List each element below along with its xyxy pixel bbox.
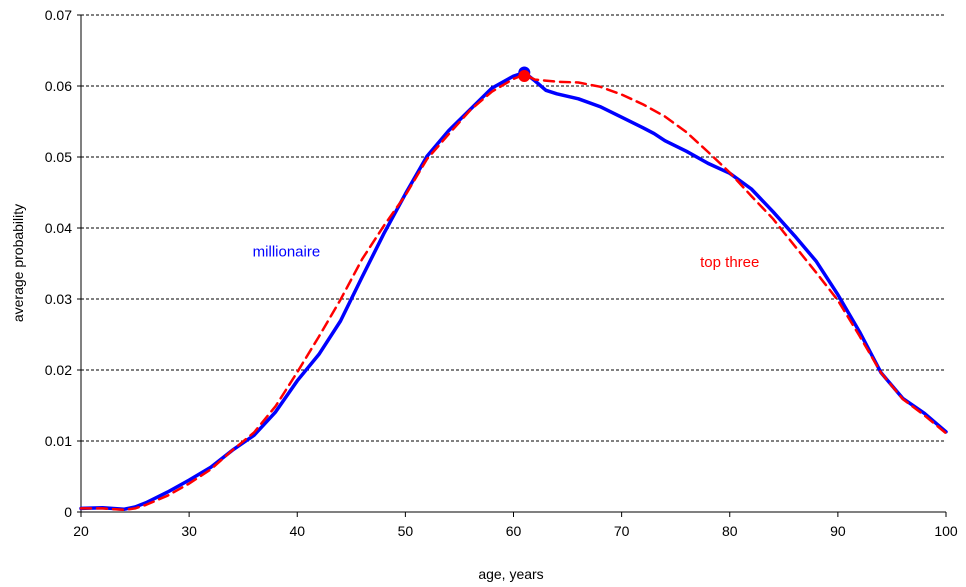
x-axis-title: age, years	[478, 566, 543, 582]
x-tick-label: 40	[289, 523, 305, 539]
series-lines	[79, 70, 948, 512]
x-tick-label: 80	[722, 523, 738, 539]
series-annotations: millionaire top three	[253, 243, 760, 271]
peak-marker-top-three	[518, 70, 531, 83]
y-tick-label: 0.06	[45, 78, 72, 94]
y-tick-label: 0.03	[45, 291, 72, 307]
x-tick-label: 70	[614, 523, 630, 539]
x-tick-label: 90	[830, 523, 846, 539]
x-tick-label: 20	[73, 523, 89, 539]
series-label-top-three: top three	[700, 254, 759, 271]
grid-lines	[81, 14, 946, 442]
series-label-millionaire: millionaire	[253, 243, 321, 260]
series-markers	[518, 66, 531, 83]
series-line-millionaire	[79, 70, 948, 511]
x-tick-label: 50	[398, 523, 414, 539]
x-tick-label: 30	[181, 523, 197, 539]
y-tick-label: 0.05	[45, 149, 72, 165]
y-tick-label: 0	[64, 504, 72, 520]
x-tick-label: 100	[934, 523, 958, 539]
y-tick-label: 0.07	[45, 7, 72, 23]
y-tick-label: 0.04	[45, 220, 72, 236]
y-tick-labels: 0 0.01 0.02 0.03 0.04 0.05 0.06 0.07	[45, 7, 72, 520]
x-tick-label: 60	[506, 523, 522, 539]
series-line-top-three	[79, 73, 948, 512]
y-axis-title: average probability	[10, 204, 26, 322]
y-tick-label: 0.01	[45, 433, 72, 449]
y-tick-label: 0.02	[45, 362, 72, 378]
axes	[77, 14, 947, 517]
x-tick-labels: 20 30 40 50 60 70 80 90 100	[73, 523, 958, 539]
